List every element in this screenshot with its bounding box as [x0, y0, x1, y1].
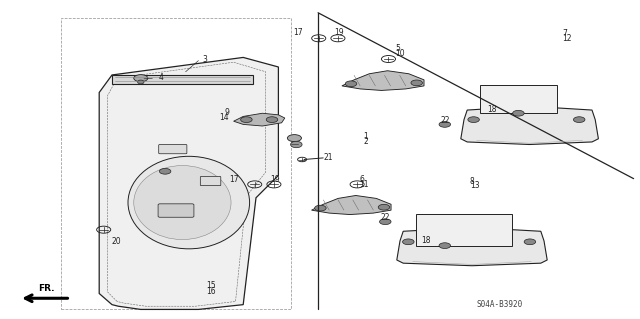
Circle shape	[524, 239, 536, 245]
Ellipse shape	[291, 141, 302, 148]
Circle shape	[266, 117, 278, 122]
Text: 14: 14	[220, 113, 229, 122]
Text: 19: 19	[270, 175, 280, 184]
Polygon shape	[234, 113, 285, 126]
Ellipse shape	[287, 135, 301, 142]
Text: FR.: FR.	[38, 285, 54, 293]
Circle shape	[241, 117, 252, 122]
Ellipse shape	[128, 156, 250, 249]
Circle shape	[159, 168, 171, 174]
Circle shape	[315, 205, 326, 211]
Text: 20: 20	[112, 237, 122, 246]
Text: 22: 22	[381, 213, 390, 222]
Text: 7: 7	[562, 29, 567, 38]
FancyBboxPatch shape	[159, 145, 187, 154]
Text: 9: 9	[224, 108, 229, 117]
Circle shape	[378, 204, 390, 210]
FancyBboxPatch shape	[200, 176, 221, 186]
Polygon shape	[312, 196, 391, 215]
Polygon shape	[99, 57, 278, 309]
Text: S04A-B3920: S04A-B3920	[476, 300, 522, 309]
Text: 2: 2	[364, 137, 368, 146]
Ellipse shape	[134, 166, 231, 240]
Text: 18: 18	[421, 236, 431, 245]
Circle shape	[573, 117, 585, 122]
FancyBboxPatch shape	[416, 214, 512, 246]
Text: 22: 22	[440, 116, 450, 125]
Circle shape	[439, 122, 451, 127]
Circle shape	[439, 243, 451, 249]
Circle shape	[411, 80, 422, 86]
Circle shape	[346, 81, 357, 87]
Text: 10: 10	[396, 49, 405, 58]
Text: 19: 19	[334, 28, 344, 37]
Text: 12: 12	[562, 34, 572, 43]
Circle shape	[468, 117, 479, 122]
Text: 4: 4	[159, 73, 164, 82]
Text: 5: 5	[396, 44, 401, 53]
Text: 21: 21	[323, 153, 333, 162]
Text: 15: 15	[206, 281, 216, 290]
Text: 6: 6	[360, 175, 365, 184]
Text: 1: 1	[364, 132, 368, 141]
Text: 17: 17	[229, 175, 239, 184]
Polygon shape	[397, 227, 547, 266]
Polygon shape	[461, 106, 598, 145]
Text: 13: 13	[470, 181, 479, 190]
Text: 17: 17	[293, 28, 303, 37]
Text: 11: 11	[360, 180, 369, 189]
Circle shape	[513, 110, 524, 116]
Text: 18: 18	[488, 105, 497, 114]
FancyBboxPatch shape	[480, 85, 557, 113]
FancyBboxPatch shape	[112, 75, 253, 84]
FancyBboxPatch shape	[158, 204, 194, 217]
Ellipse shape	[138, 80, 144, 84]
Text: 8: 8	[470, 177, 474, 186]
Polygon shape	[342, 71, 424, 91]
Circle shape	[403, 239, 414, 245]
Ellipse shape	[134, 75, 148, 82]
Text: 3: 3	[202, 55, 207, 63]
Text: 16: 16	[206, 287, 216, 296]
Circle shape	[380, 219, 391, 225]
